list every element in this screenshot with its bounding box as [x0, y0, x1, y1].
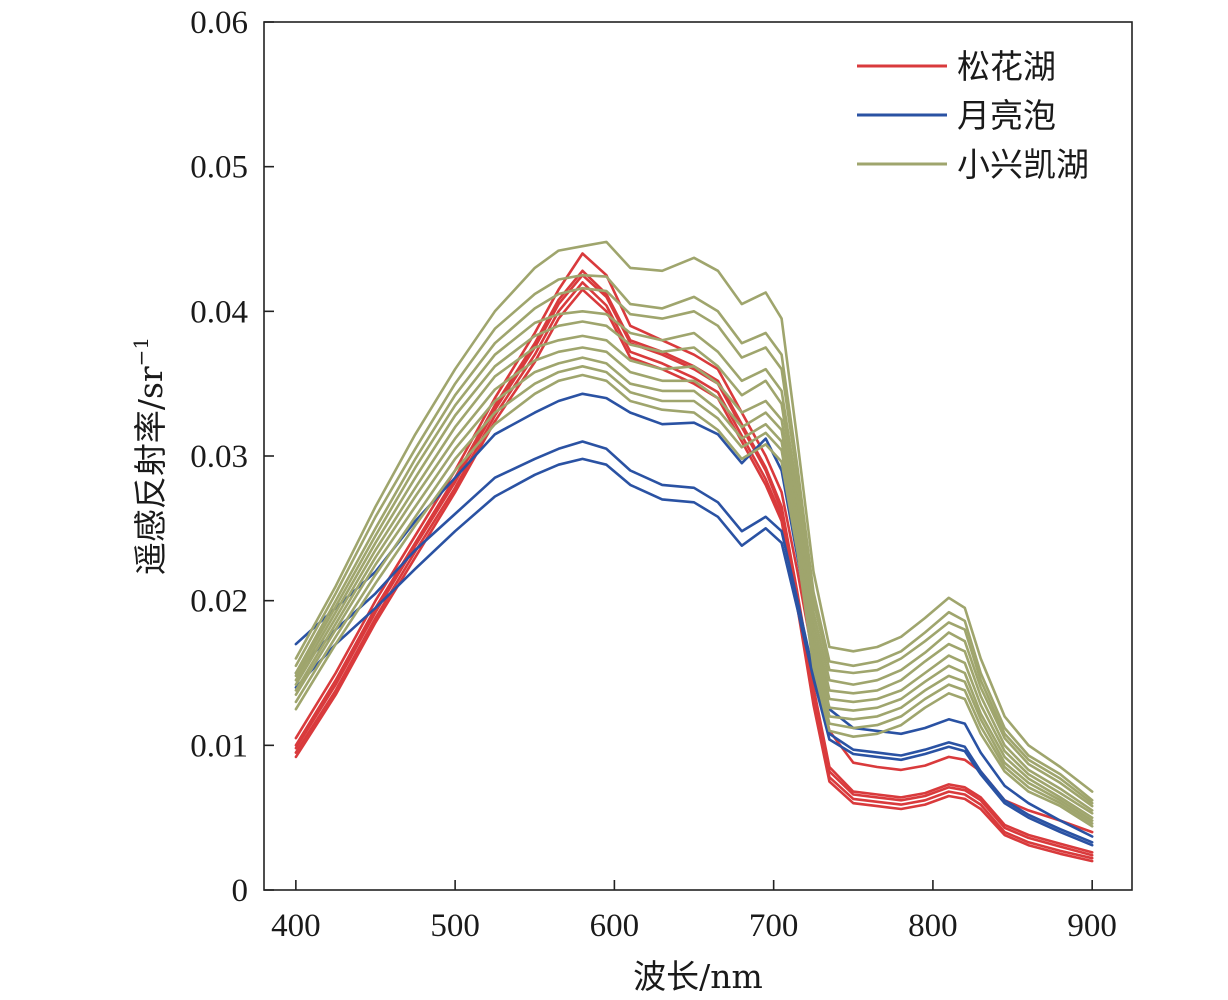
x-tick-label-800: 800 [908, 908, 958, 944]
y-axis-title-superscript: −1 [129, 337, 153, 366]
x-axis-title: 波长/nm [633, 957, 763, 996]
x-tick-label-700: 700 [749, 908, 799, 944]
series-line-group3-6 [294, 334, 1094, 815]
y-tick-label-0.01: 0.01 [190, 728, 248, 764]
x-tick-label-600: 600 [590, 908, 640, 944]
y-tick-label-0.04: 0.04 [190, 294, 248, 330]
legend-label-2: 月亮泡 [957, 96, 1056, 135]
series-line-group3-3 [294, 286, 1094, 805]
x-tick-label-900: 900 [1067, 908, 1117, 944]
series-line-group2-2 [294, 440, 1094, 844]
series-line-group3-5 [294, 320, 1094, 812]
legend-label-3: 小兴凯湖 [957, 145, 1089, 184]
y-tick-label-0: 0 [232, 873, 249, 909]
axes-layer: 400 500 600 700 800 900 0 0.01 0.02 0.03 0.04 0.05 0… [190, 5, 1133, 944]
y-tick-label-0.03: 0.03 [190, 439, 248, 475]
legend-label-1: 松花湖 [957, 47, 1056, 86]
series-line-group3-9 [294, 365, 1094, 825]
series-line-group1-1 [294, 252, 1094, 834]
series-line-group3-8 [294, 356, 1094, 822]
series-line-group1-2 [294, 269, 1094, 854]
y-tick-label-0.02: 0.02 [190, 584, 248, 620]
series-line-group2-1 [294, 392, 1094, 838]
y-tick-label-0.05: 0.05 [190, 150, 248, 186]
series-layer [294, 240, 1094, 863]
series-line-group3-2 [294, 273, 1094, 802]
y-axis-title-group: 遥感反射率/sr−1 [129, 337, 170, 575]
series-line-group2-3 [294, 457, 1094, 847]
series-line-group3-7 [294, 346, 1094, 819]
y-axis-title: 遥感反射率/sr−1 [129, 337, 170, 575]
series-line-group3-10 [294, 373, 1094, 828]
series-line-group1-5 [294, 288, 1094, 863]
x-tick-label-400: 400 [271, 908, 321, 944]
series-line-group3-4 [294, 310, 1094, 808]
y-tick-label-0.06: 0.06 [190, 5, 248, 41]
series-line-group3-1 [294, 240, 1094, 793]
x-tick-label-500: 500 [430, 908, 480, 944]
series-line-group1-4 [294, 281, 1094, 860]
y-axis-title-text: 遥感反射率/sr [131, 366, 170, 575]
series-line-group1-3 [294, 273, 1094, 857]
